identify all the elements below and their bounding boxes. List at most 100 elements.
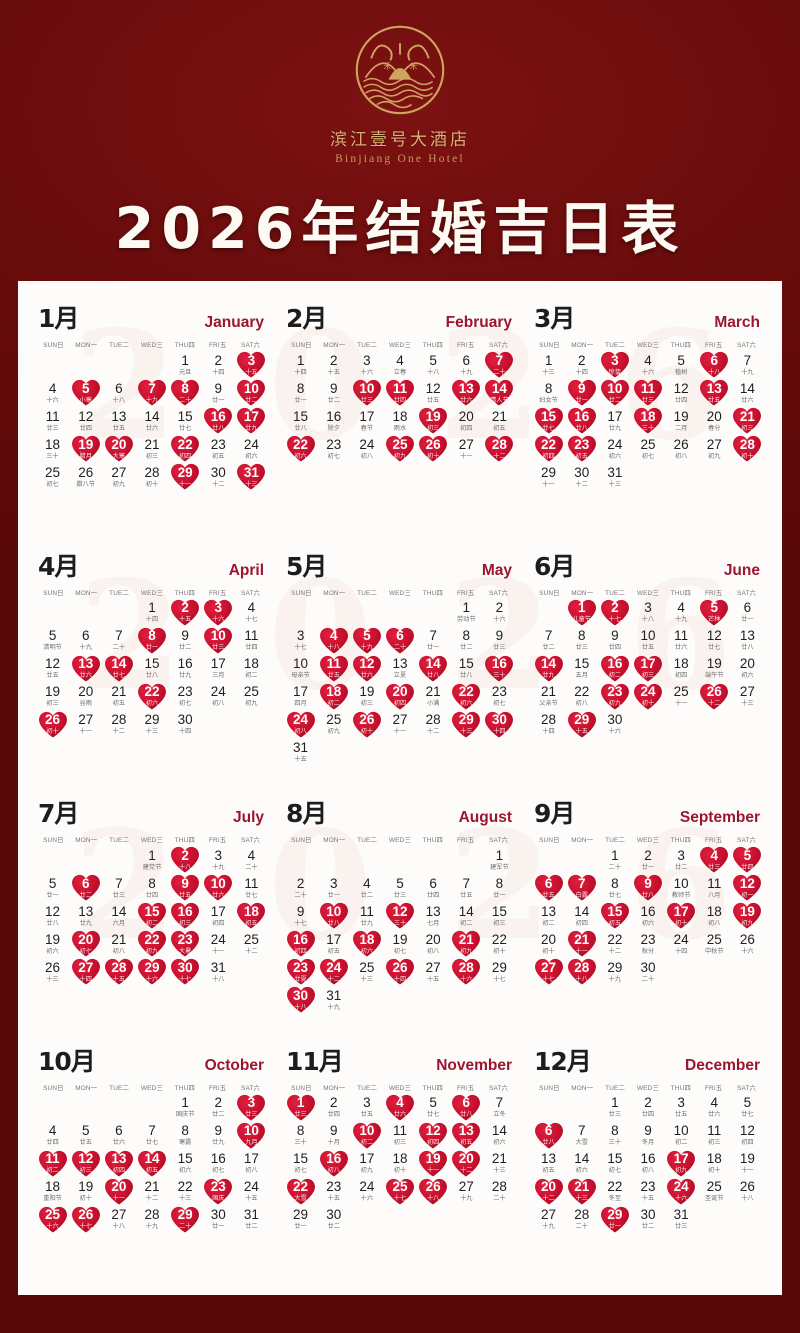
day-cell[interactable]: 1 劳动节	[450, 599, 483, 627]
auspicious-day-cell[interactable]: 19 腊月	[69, 435, 102, 463]
auspicious-day-cell[interactable]: 15 初二	[135, 902, 168, 930]
day-cell[interactable]: 30 十二	[565, 463, 598, 491]
day-cell[interactable]: 9 廿四	[598, 627, 631, 655]
day-cell[interactable]: 19 十一	[731, 1150, 764, 1178]
auspicious-day-cell[interactable]: 20 十一	[102, 1178, 135, 1206]
day-cell[interactable]: 5 十八	[417, 351, 450, 379]
day-cell[interactable]: 18 初十	[383, 1150, 416, 1178]
day-cell[interactable]: 11 初三	[383, 1122, 416, 1150]
day-cell[interactable]: 28 十二	[102, 711, 135, 739]
auspicious-day-cell[interactable]: 30 十四	[483, 711, 516, 739]
auspicious-day-cell[interactable]: 23 初五	[565, 435, 598, 463]
day-cell[interactable]: 29 十一	[532, 463, 565, 491]
day-cell[interactable]: 27 十五	[417, 958, 450, 986]
day-cell[interactable]: 7 大雪	[565, 1122, 598, 1150]
auspicious-day-cell[interactable]: 18 初二	[317, 683, 350, 711]
auspicious-day-cell[interactable]: 10 廿八	[317, 902, 350, 930]
day-cell[interactable]: 27 初九	[698, 435, 731, 463]
day-cell[interactable]: 23 十五	[317, 1178, 350, 1206]
day-cell[interactable]: 18 初十	[698, 1150, 731, 1178]
day-cell[interactable]: 9 廿二	[169, 627, 202, 655]
day-cell[interactable]: 24 十四	[665, 930, 698, 958]
auspicious-day-cell[interactable]: 14 情人节	[483, 379, 516, 407]
day-cell[interactable]: 8 妇女节	[532, 379, 565, 407]
auspicious-day-cell[interactable]: 30 十七	[169, 958, 202, 986]
day-cell[interactable]: 7 二十	[102, 627, 135, 655]
auspicious-day-cell[interactable]: 18 三十	[631, 407, 664, 435]
auspicious-day-cell[interactable]: 18 初六	[350, 930, 383, 958]
day-cell[interactable]: 26 十六	[731, 930, 764, 958]
auspicious-day-cell[interactable]: 16 三十	[483, 655, 516, 683]
day-cell[interactable]: 4 十六	[36, 379, 69, 407]
day-cell[interactable]: 31 十八	[202, 958, 235, 986]
day-cell[interactable]: 17 廿九	[598, 407, 631, 435]
auspicious-day-cell[interactable]: 6 廿八	[532, 1122, 565, 1150]
day-cell[interactable]: 3 廿一	[317, 874, 350, 902]
auspicious-day-cell[interactable]: 10 廿三	[202, 627, 235, 655]
auspicious-day-cell[interactable]: 29 十三	[450, 711, 483, 739]
day-cell[interactable]: 21 初五	[102, 683, 135, 711]
day-cell[interactable]: 25 圣诞节	[698, 1178, 731, 1206]
day-cell[interactable]: 6 十九	[69, 627, 102, 655]
auspicious-day-cell[interactable]: 5 芒种	[698, 599, 731, 627]
auspicious-day-cell[interactable]: 22 初九	[135, 930, 168, 958]
day-cell[interactable]: 20 谷雨	[69, 683, 102, 711]
day-cell[interactable]: 4 立春	[383, 351, 416, 379]
day-cell[interactable]: 9 廿九	[202, 1122, 235, 1150]
auspicious-day-cell[interactable]: 26 十八	[417, 1178, 450, 1206]
day-cell[interactable]: 5 廿五	[69, 1122, 102, 1150]
day-cell[interactable]: 15 廿八	[450, 655, 483, 683]
day-cell[interactable]: 8 廿一	[483, 874, 516, 902]
day-cell[interactable]: 8 廿二	[450, 627, 483, 655]
day-cell[interactable]: 24 初六	[598, 435, 631, 463]
auspicious-day-cell[interactable]: 16 廿八	[565, 407, 598, 435]
day-cell[interactable]: 2 十五	[317, 351, 350, 379]
day-cell[interactable]: 14 廿六	[731, 379, 764, 407]
auspicious-day-cell[interactable]: 16 初二	[598, 655, 631, 683]
auspicious-day-cell[interactable]: 2 十五	[169, 599, 202, 627]
day-cell[interactable]: 26 初八	[665, 435, 698, 463]
day-cell[interactable]: 19 初三	[350, 683, 383, 711]
auspicious-day-cell[interactable]: 22 初四	[532, 435, 565, 463]
day-cell[interactable]: 20 初六	[731, 655, 764, 683]
auspicious-day-cell[interactable]: 22 初六	[450, 683, 483, 711]
auspicious-day-cell[interactable]: 21 十一	[565, 930, 598, 958]
day-cell[interactable]: 18 初四	[665, 655, 698, 683]
auspicious-day-cell[interactable]: 3 廿三	[235, 1094, 268, 1122]
day-cell[interactable]: 19 初七	[383, 930, 416, 958]
auspicious-day-cell[interactable]: 14 初五	[135, 1150, 168, 1178]
day-cell[interactable]: 17 初五	[317, 930, 350, 958]
auspicious-day-cell[interactable]: 12 初四	[417, 1122, 450, 1150]
auspicious-day-cell[interactable]: 15 初五	[598, 902, 631, 930]
auspicious-day-cell[interactable]: 22 大雪	[284, 1178, 317, 1206]
day-cell[interactable]: 12 廿八	[36, 902, 69, 930]
auspicious-day-cell[interactable]: 31 十三	[235, 463, 268, 491]
day-cell[interactable]: 2 廿一	[631, 846, 664, 874]
auspicious-day-cell[interactable]: 17 初三	[631, 655, 664, 683]
auspicious-day-cell[interactable]: 19 十一	[417, 1150, 450, 1178]
auspicious-day-cell[interactable]: 6 廿八	[450, 1094, 483, 1122]
auspicious-day-cell[interactable]: 26 初十	[350, 711, 383, 739]
day-cell[interactable]: 2 十四	[202, 351, 235, 379]
day-cell[interactable]: 25 十二	[235, 930, 268, 958]
day-cell[interactable]: 9 冬月	[631, 1122, 664, 1150]
day-cell[interactable]: 15 初三	[483, 902, 516, 930]
day-cell[interactable]: 15 初七	[598, 1150, 631, 1178]
day-cell[interactable]: 29 廿一	[284, 1206, 317, 1234]
day-cell[interactable]: 19 二月	[665, 407, 698, 435]
day-cell[interactable]: 30 十四	[169, 711, 202, 739]
auspicious-day-cell[interactable]: 11 廿五	[317, 655, 350, 683]
day-cell[interactable]: 3 廿二	[665, 846, 698, 874]
day-cell[interactable]: 26 十三	[36, 958, 69, 986]
auspicious-day-cell[interactable]: 11 廿四	[383, 379, 416, 407]
auspicious-day-cell[interactable]: 11 初二	[36, 1150, 69, 1178]
auspicious-day-cell[interactable]: 16 初八	[317, 1150, 350, 1178]
day-cell[interactable]: 6 廿六	[102, 1122, 135, 1150]
day-cell[interactable]: 22 初十	[483, 930, 516, 958]
day-cell[interactable]: 5 廿七	[731, 1094, 764, 1122]
auspicious-day-cell[interactable]: 4 廿三	[698, 846, 731, 874]
day-cell[interactable]: 22 十二	[598, 930, 631, 958]
day-cell[interactable]: 7 廿七	[135, 1122, 168, 1150]
day-cell[interactable]: 5 清明节	[36, 627, 69, 655]
day-cell[interactable]: 9 十月	[317, 1122, 350, 1150]
